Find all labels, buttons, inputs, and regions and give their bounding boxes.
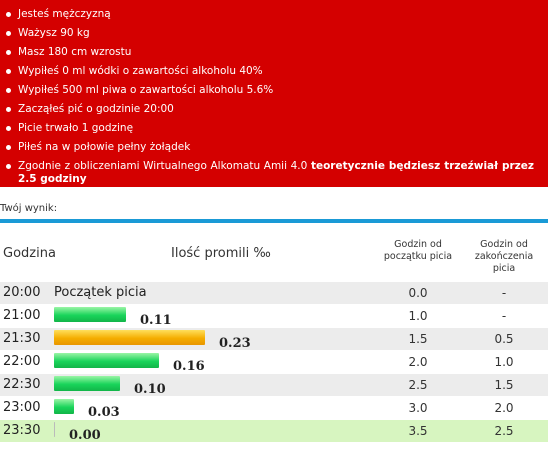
summary-item-text: Piłeś na w połowie pełny żołądek <box>18 141 191 153</box>
promil-value: 0.03 <box>88 405 120 420</box>
table-row: 22:00 0.16 2.0 1.0 <box>0 351 548 374</box>
row-hour: 21:30 <box>3 331 41 346</box>
bullet-icon <box>6 145 11 150</box>
table-row: 21:30 0.23 1.5 0.5 <box>0 328 548 351</box>
promil-bar <box>54 330 205 345</box>
row-since-start: 1.0 <box>408 309 428 323</box>
row-hour: 21:00 <box>3 308 41 323</box>
row-since-end: 2.0 <box>494 401 514 415</box>
summary-item-text: Picie trwało 1 godzinę <box>18 122 134 134</box>
summary-item-text: Wypiłeś 500 ml piwa o zawartości alkohol… <box>18 84 274 96</box>
summary-item: Jesteś mężczyzną <box>6 8 538 21</box>
summary-conclusion: Zgodnie z obliczeniami Wirtualnego Alkom… <box>6 160 538 186</box>
promil-value: 0.23 <box>219 336 251 351</box>
conclusion-highlight: teoretycznie będziesz trzeźwiał przez 2.… <box>18 160 534 185</box>
bullet-icon <box>6 69 11 74</box>
row-since-start: 2.5 <box>408 378 428 392</box>
bullet-icon <box>6 126 11 131</box>
summary-item-text: Jesteś mężczyzną <box>18 8 111 20</box>
table-header: Godzina Ilość promili ‰ Godzin od począt… <box>0 228 548 283</box>
result-label: Twój wynik: <box>0 203 58 214</box>
summary-panel: Jesteś mężczyzną Ważysz 90 kg Masz 180 cm … <box>0 0 548 187</box>
promil-value: 0.10 <box>134 382 166 397</box>
header-hour: Godzina <box>3 246 56 261</box>
summary-item: Wypiłeś 0 ml wódki o zawartości alkoholu… <box>6 65 538 78</box>
row-since-start: 2.0 <box>408 355 428 369</box>
result-divider <box>0 219 548 223</box>
bullet-icon <box>6 88 11 93</box>
row-hour: 20:00 <box>3 285 41 300</box>
summary-item: Ważysz 90 kg <box>6 27 538 40</box>
table-row: 22:30 0.10 2.5 1.5 <box>0 374 548 397</box>
table-row: 21:00 0.11 1.0 - <box>0 305 548 328</box>
promil-bar <box>54 307 126 322</box>
summary-item-text: Masz 180 cm wzrostu <box>18 46 132 58</box>
summary-item: Picie trwało 1 godzinę <box>6 122 538 135</box>
bullet-icon <box>6 12 11 17</box>
row-since-start: 1.5 <box>408 332 428 346</box>
row-note: Początek picia <box>54 285 147 300</box>
row-since-end: - <box>501 309 507 323</box>
header-since-end: Godzin od zakończenia picia <box>474 239 534 274</box>
bullet-icon <box>6 107 11 112</box>
bullet-icon <box>6 164 11 169</box>
row-since-end: 2.5 <box>494 424 514 438</box>
result-table: Godzina Ilość promili ‰ Godzin od począt… <box>0 228 548 443</box>
header-promil: Ilość promili ‰ <box>171 246 271 261</box>
bullet-icon <box>6 50 11 55</box>
bullet-icon <box>6 31 11 36</box>
promil-value: 0.00 <box>69 428 101 443</box>
summary-item: Zacząłeś pić o godzinie 20:00 <box>6 103 538 116</box>
promil-bar <box>54 376 120 391</box>
row-hour: 23:00 <box>3 400 41 415</box>
table-row: 23:30 0.00 3.5 2.5 <box>0 420 548 443</box>
promil-bar <box>54 353 159 368</box>
summary-item-text: Zacząłeś pić o godzinie 20:00 <box>18 103 174 115</box>
promil-value: 0.16 <box>173 359 205 374</box>
row-since-end: 1.0 <box>494 355 514 369</box>
table-row: 23:00 0.03 3.0 2.0 <box>0 397 548 420</box>
summary-list: Jesteś mężczyzną Ważysz 90 kg Masz 180 cm … <box>6 8 538 186</box>
header-since-start: Godzin od początku picia <box>383 239 453 262</box>
row-since-start: 3.0 <box>408 401 428 415</box>
table-row: 20:00 Początek picia 0.0 - <box>0 282 548 304</box>
summary-item: Piłeś na w połowie pełny żołądek <box>6 141 538 154</box>
conclusion-prefix: Zgodnie z obliczeniami Wirtualnego Alkom… <box>18 160 311 172</box>
summary-item-text: Wypiłeś 0 ml wódki o zawartości alkoholu… <box>18 65 263 77</box>
row-since-end: 1.5 <box>494 378 514 392</box>
summary-item: Wypiłeś 500 ml piwa o zawartości alkohol… <box>6 84 538 97</box>
promil-value: 0.11 <box>140 313 172 328</box>
row-since-start: 0.0 <box>408 286 428 300</box>
row-since-end: 0.5 <box>494 332 514 346</box>
summary-item-text: Ważysz 90 kg <box>18 27 90 39</box>
row-since-end: - <box>501 286 507 300</box>
row-hour: 22:00 <box>3 354 41 369</box>
promil-bar <box>54 399 74 414</box>
promil-bar <box>54 422 55 437</box>
summary-item: Masz 180 cm wzrostu <box>6 46 538 59</box>
row-since-start: 3.5 <box>408 424 428 438</box>
row-hour: 23:30 <box>3 423 41 438</box>
row-hour: 22:30 <box>3 377 41 392</box>
